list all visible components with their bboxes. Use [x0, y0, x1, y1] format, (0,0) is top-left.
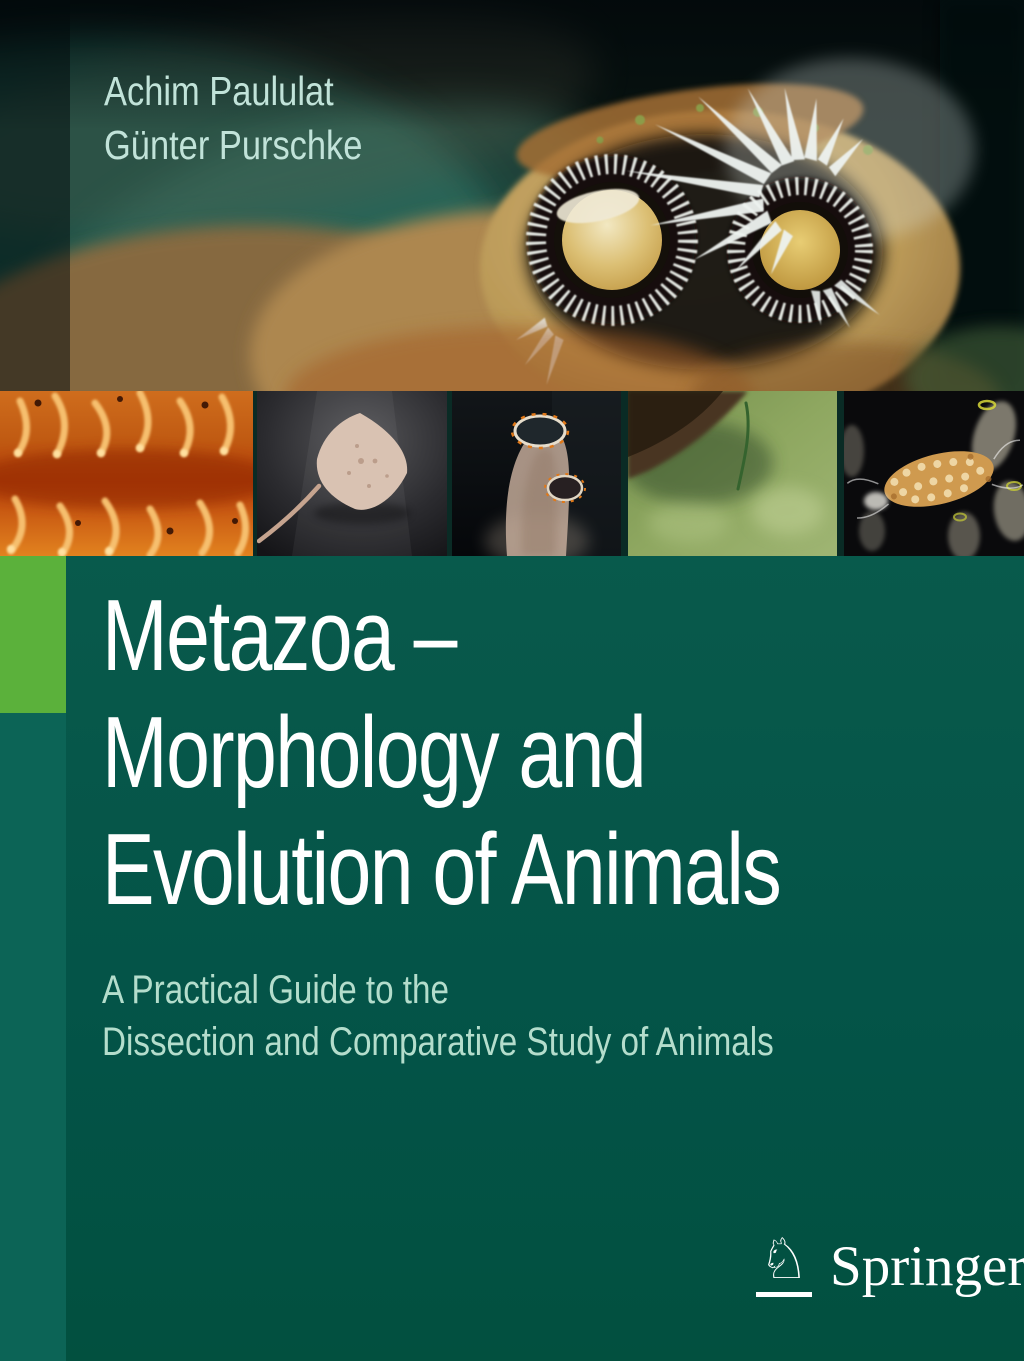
- springer-knight-icon: ♘: [756, 1232, 812, 1297]
- author-line-2: Günter Purschke: [104, 122, 363, 168]
- author-names: Achim Paululat Günter Purschke: [104, 64, 362, 172]
- accent-green-square: [0, 556, 66, 713]
- knight-underline: [756, 1292, 812, 1297]
- author-line-1: Achim Paululat: [104, 68, 334, 114]
- thumbnail-larva-sea-squirts-photo: [844, 391, 1024, 556]
- book-title: Metazoa – Morphology and Evolution of An…: [102, 578, 782, 929]
- title-line-2: Morphology and: [102, 697, 647, 809]
- subtitle-line-1: A Practical Guide to the: [102, 968, 449, 1012]
- left-accent-band: [0, 713, 66, 1361]
- publisher-name: Springer: [830, 1235, 1024, 1298]
- hero-photo-marine-worm: Achim Paululat Günter Purschke: [0, 0, 1024, 391]
- subtitle-line-2: Dissection and Comparative Study of Anim…: [102, 1020, 774, 1064]
- thumbnail-ray-photo: [257, 391, 447, 556]
- title-line-1: Metazoa –: [102, 580, 457, 692]
- thumbnail-orange-gills-photo: [0, 391, 253, 556]
- thumbnail-green-underwater-photo: [628, 391, 837, 556]
- springer-logo: ♘ Springer: [756, 1232, 1024, 1297]
- title-line-3: Evolution of Animals: [102, 814, 782, 926]
- thumbnail-tunicate-photo: [452, 391, 621, 556]
- book-subtitle: A Practical Guide to the Dissection and …: [102, 964, 774, 1068]
- chess-knight-glyph: ♘: [758, 1227, 810, 1292]
- photo-strip: [0, 391, 1024, 556]
